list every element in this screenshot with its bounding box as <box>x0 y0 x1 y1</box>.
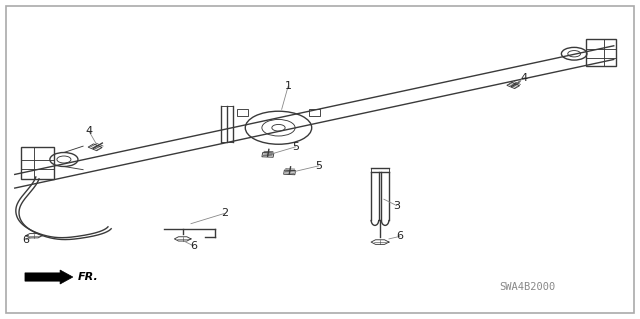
Polygon shape <box>262 152 274 157</box>
Text: 4: 4 <box>85 126 92 136</box>
Text: 3: 3 <box>393 201 400 211</box>
Text: 4: 4 <box>521 72 528 83</box>
Text: 1: 1 <box>285 81 292 92</box>
Text: FR.: FR. <box>77 272 98 282</box>
Text: SWA4B2000: SWA4B2000 <box>499 282 555 292</box>
Text: 5: 5 <box>292 142 300 152</box>
Polygon shape <box>25 270 73 284</box>
Polygon shape <box>88 144 102 151</box>
Text: 5: 5 <box>316 161 322 171</box>
Text: 6: 6 <box>396 231 403 241</box>
Polygon shape <box>507 82 520 89</box>
Text: 2: 2 <box>221 209 228 219</box>
Text: 6: 6 <box>23 234 29 245</box>
Text: 6: 6 <box>190 241 197 251</box>
Polygon shape <box>284 170 296 175</box>
